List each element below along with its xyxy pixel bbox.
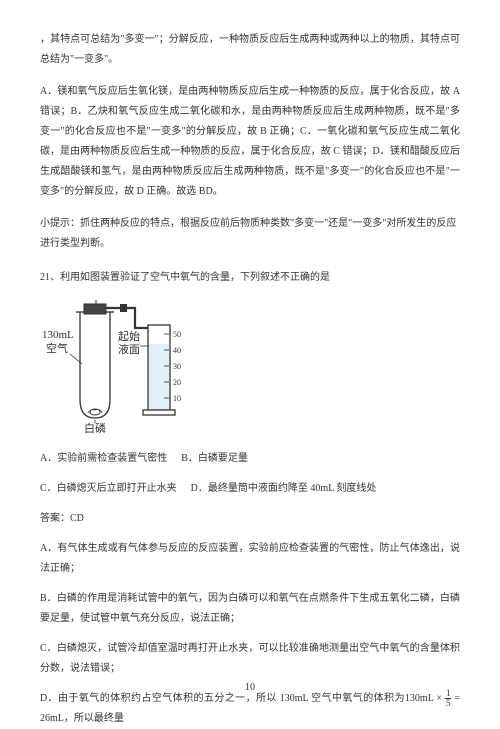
scale-40: 40 [173,346,181,355]
page-number: 10 [0,678,500,698]
paragraph-intro: ，其特点可总结为"多变一"；分解反应，一种物质反应后生成两种或两种以上的物质，其… [40,30,460,70]
scale-10: 10 [173,394,181,403]
answer-line: 答案：CD [40,509,460,529]
scale-20: 20 [173,378,181,387]
options-row-1: A．实验前需检查装置气密性 B．白磷要足量 [40,449,460,469]
option-d: D．最终量筒中液面约降至 40mL 刻度线处 [191,479,377,499]
apparatus-diagram: 50 40 30 20 10 130mL 空气 起始 液面 白磷 [40,300,460,435]
label-air: 空气 [46,341,68,355]
question-21-stem: 21、利用如图装置验证了空气中氧气的含量，下列叙述不正确的是 [40,268,460,288]
hint-paragraph: 小提示：抓住两种反应的特点，根据反应前后物质种类数"多变一"还是"一变多"对所发… [40,214,460,254]
explain-a: A．有气体生成或有气体参与反应的反应装置，实验前应检查装置的气密性，防止气体逸出… [40,539,460,579]
option-b: B．白磷要足量 [181,449,248,469]
label-start: 起始 [118,329,140,343]
q21-text: 21、利用如图装置验证了空气中氧气的含量，下列叙述不正确的是 [40,272,330,283]
label-130ml: 130mL [42,329,74,341]
scale-30: 30 [173,362,181,371]
option-c: C．白磷熄灭后立即打开止水夹 [40,479,177,499]
explain-c: C．白磷熄灭，试管冷却值室温时再打开止水夹，可以比较准确地测量出空气中氧气的含量… [40,639,460,679]
explain-b: B．白磷的作用是消耗试管中的氧气，因为白磷可以和氧气在点燃条件下生成五氧化二磷，… [40,589,460,629]
scale-50: 50 [173,330,181,339]
label-white-phosphorus: 白磷 [84,421,106,435]
label-level: 液面 [118,342,140,356]
options-row-2: C．白磷熄灭后立即打开止水夹 D．最终量筒中液面约降至 40mL 刻度线处 [40,479,460,499]
paragraph-options-abcd: A．镁和氧气反应后生氧化镁，是由两种物质反应后生成一种物质的反应，属于化合反应，… [40,82,460,202]
option-a: A．实验前需检查装置气密性 [40,449,167,469]
graduated-cylinder-icon: 50 40 30 20 10 [143,325,181,415]
test-tube-icon [76,312,114,418]
